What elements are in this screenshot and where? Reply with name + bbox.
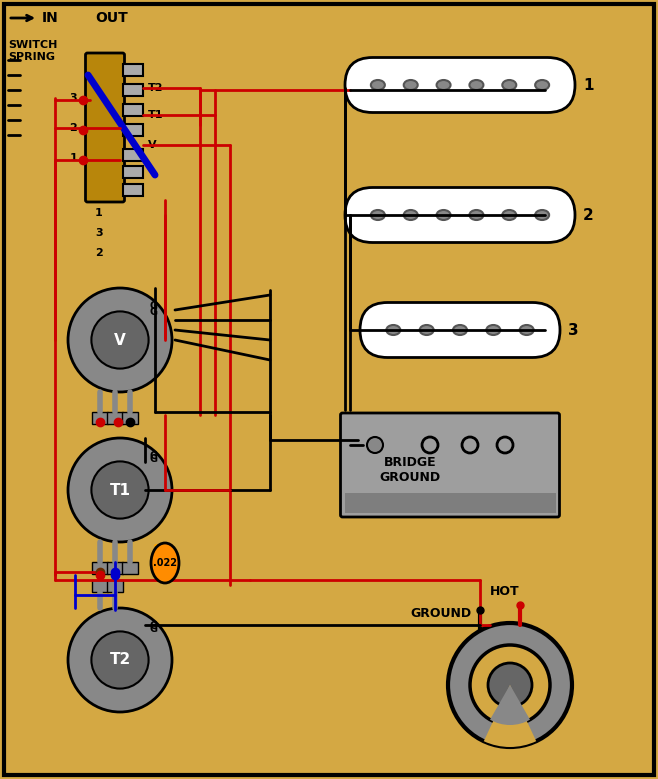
Text: OUT: OUT [95,11,128,25]
FancyBboxPatch shape [86,53,124,202]
Ellipse shape [404,80,418,90]
FancyBboxPatch shape [340,413,559,517]
Ellipse shape [404,210,418,220]
Bar [122,64,143,76]
Ellipse shape [386,325,400,335]
Text: HOT: HOT [490,585,520,598]
Text: G: G [150,624,158,634]
Circle shape [91,312,149,368]
Circle shape [497,437,513,453]
Circle shape [470,645,550,725]
Ellipse shape [469,80,484,90]
Circle shape [488,663,532,707]
Text: 1: 1 [70,153,77,163]
Bar [122,412,138,424]
Ellipse shape [151,543,179,583]
Bar [107,580,123,592]
Text: T1: T1 [147,110,163,120]
Bar [345,493,555,513]
Circle shape [68,608,172,712]
Circle shape [422,437,438,453]
Bar [92,580,108,592]
Text: G: G [150,451,158,461]
Circle shape [367,437,383,453]
Circle shape [91,632,149,689]
FancyBboxPatch shape [345,58,575,112]
Ellipse shape [436,80,451,90]
Bar [92,412,108,424]
Bar [122,104,143,116]
Ellipse shape [371,210,385,220]
Text: V: V [114,333,126,347]
FancyBboxPatch shape [360,302,560,358]
Text: 1: 1 [583,77,594,93]
Text: 3: 3 [95,228,103,238]
Ellipse shape [371,80,385,90]
Ellipse shape [486,325,500,335]
Ellipse shape [520,325,534,335]
Text: BRIDGE
GROUND: BRIDGE GROUND [380,456,441,484]
Bar [107,412,123,424]
Text: T1: T1 [109,482,130,498]
Text: G: G [150,307,158,317]
Ellipse shape [436,210,451,220]
Text: 3: 3 [568,323,578,337]
Ellipse shape [535,80,549,90]
Circle shape [68,438,172,542]
Circle shape [91,461,149,519]
Bar [92,562,108,574]
Circle shape [68,288,172,392]
Wedge shape [484,685,536,747]
Text: .022: .022 [153,558,177,568]
Text: T2: T2 [147,83,163,93]
Bar [107,562,123,574]
Circle shape [448,623,572,747]
Bar [122,184,143,196]
Bar [122,84,143,96]
Ellipse shape [502,210,517,220]
Text: IN: IN [42,11,59,25]
Circle shape [462,437,478,453]
Bar [122,562,138,574]
FancyBboxPatch shape [345,188,575,242]
Text: 2: 2 [70,123,77,133]
Text: 2: 2 [95,248,103,258]
Text: G: G [150,621,158,631]
Text: T2: T2 [109,653,131,668]
Text: 2: 2 [583,207,594,223]
Ellipse shape [453,325,467,335]
Text: 3: 3 [70,93,77,103]
Ellipse shape [469,210,484,220]
Wedge shape [490,685,530,725]
Bar [122,166,143,178]
Text: SWITCH
SPRING: SWITCH SPRING [8,40,57,62]
Bar [122,124,143,136]
Text: GROUND: GROUND [410,607,471,620]
Text: G: G [150,301,158,311]
Ellipse shape [420,325,434,335]
Bar [122,149,143,161]
Text: 1: 1 [95,208,103,218]
Text: G: G [150,454,158,464]
Ellipse shape [502,80,517,90]
Text: V: V [147,140,156,150]
Ellipse shape [535,210,549,220]
